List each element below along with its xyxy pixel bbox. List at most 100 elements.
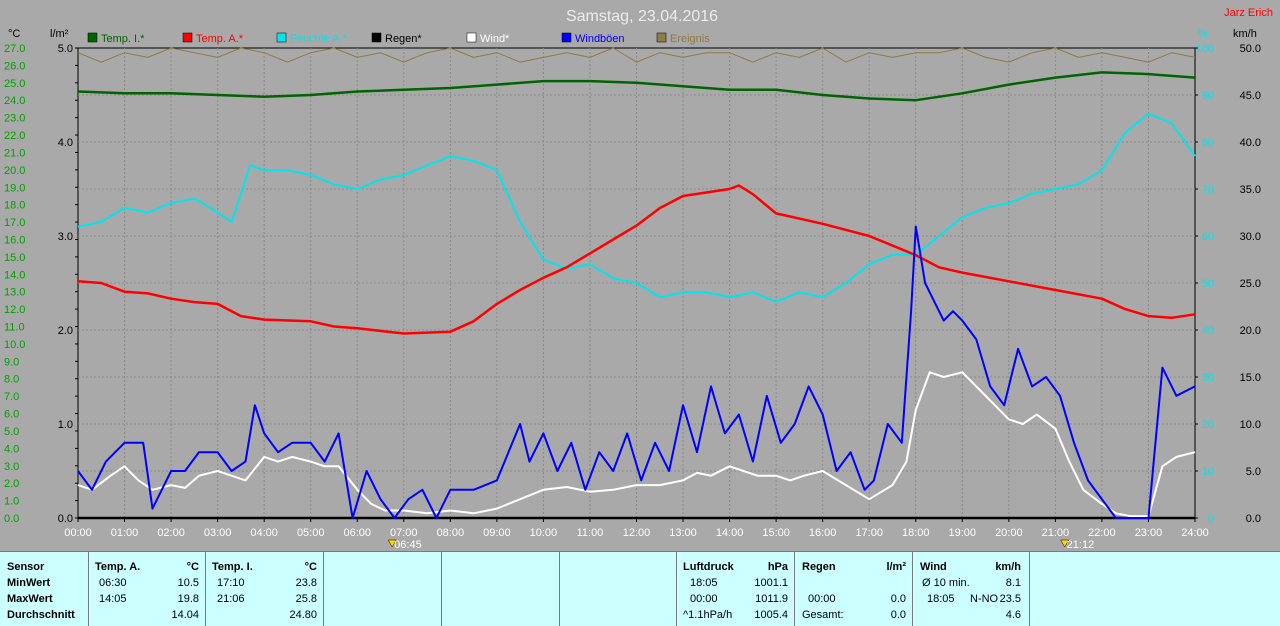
series-line	[77, 225, 1196, 519]
temp-tick-label: 24.0	[4, 95, 25, 107]
sun-marker-icon	[1060, 539, 1070, 548]
rain-max-time: 00:00	[808, 593, 836, 605]
humidity-tick-label: 0	[1208, 513, 1214, 525]
temp-tick-label: 2.0	[4, 478, 19, 490]
rain-unit: l/m²	[886, 561, 906, 573]
humidity-tick-label: 60	[1202, 231, 1214, 243]
stats-col-empty-1	[324, 552, 442, 626]
legend-swatch	[182, 32, 193, 43]
temp-tick-label: 11.0	[4, 322, 25, 334]
temp-tick-label: 18.0	[4, 200, 25, 212]
temp-a-min-time: 06:30	[99, 577, 127, 589]
temp-tick-label: 15.0	[4, 252, 25, 264]
x-tick-label: 01:00	[111, 527, 139, 539]
x-tick-label: 07:00	[390, 527, 418, 539]
axes: 00:00 01:00 02:00 03:00 04:00 05:00 06:00 07:00…	[4, 43, 1261, 539]
left-axis-unit: °C	[8, 28, 20, 40]
wind-avg10-val: 8.1	[1005, 577, 1021, 589]
temp-tick-label: 12.0	[4, 304, 25, 316]
wind-avg10-label: Ø 10 min.	[922, 577, 970, 589]
temp-tick-label: 5.0	[4, 426, 19, 438]
legend-swatch	[656, 32, 667, 43]
stats-col-sensor: Sensor MinWert MaxWert Durchschnitt	[0, 552, 89, 626]
legend-swatch	[561, 32, 572, 43]
stats-col-temp-i: Temp. I. °C 17:10 23.8 21:06 25.8 24.80	[206, 552, 324, 626]
temp-tick-label: 27.0	[4, 43, 25, 55]
temp-a-unit: °C	[186, 561, 199, 573]
pressure-min-time: 18:05	[690, 577, 718, 589]
series-line	[77, 47, 1196, 63]
stats-col-wind: Wind km/h Ø 10 min. 8.1 18:05 N-NO 23.5 …	[913, 552, 1030, 626]
temp-tick-label: 25.0	[4, 78, 25, 90]
temp-i-avg: 24.80	[289, 609, 317, 621]
legend-label: Feuchte A.*	[290, 33, 348, 45]
stats-col-empty-2	[442, 552, 560, 626]
temp-i-max-val: 25.8	[295, 593, 317, 605]
rain-tick-label: 4.0	[58, 137, 73, 149]
pressure-avg: 1005.4	[754, 609, 788, 621]
temp-i-min-val: 23.8	[295, 577, 317, 589]
wind-tick-label: 20.0	[1240, 325, 1261, 337]
rain-max-val: 0.0	[890, 593, 906, 605]
x-tick-label: 12:00	[623, 527, 651, 539]
x-tick-label: 15:00	[762, 527, 790, 539]
pressure-header: Luftdruck	[683, 561, 734, 573]
temp-tick-label: 26.0	[4, 60, 25, 72]
wind-tick-label: 50.0	[1240, 43, 1261, 55]
stats-col-temp-a: Temp. A. °C 06:30 10.5 14:05 19.8 14.04	[89, 552, 206, 626]
rain-total: 0.0	[890, 609, 906, 621]
x-tick-label: 22:00	[1088, 527, 1116, 539]
humidity-tick-label: 20	[1202, 419, 1214, 431]
wind-tick-label: 25.0	[1240, 278, 1261, 290]
right-axis-unit: km/h	[1233, 28, 1257, 40]
x-tick-label: 04:00	[250, 527, 278, 539]
row-label-min: MinWert	[7, 577, 51, 589]
temp-a-header: Temp. A.	[95, 561, 141, 573]
temp-a-avg: 14.04	[171, 609, 199, 621]
legend-swatch	[276, 32, 287, 43]
temp-i-max-time: 21:06	[217, 593, 245, 605]
temp-tick-label: 6.0	[4, 409, 19, 421]
x-tick-label: 09:00	[483, 527, 511, 539]
legend-label: Ereignis	[670, 33, 710, 45]
wind-avg: 4.6	[1005, 609, 1021, 621]
stats-panel: Sensor MinWert MaxWert Durchschnitt Temp…	[0, 551, 1280, 626]
legend-swatch	[466, 32, 477, 43]
stats-col-empty-3	[560, 552, 677, 626]
temp-tick-label: 3.0	[4, 461, 19, 473]
pressure-min-val: 1001.1	[754, 577, 788, 589]
rain-axis-unit: l/m²	[50, 28, 69, 40]
x-tick-label: 23:00	[1135, 527, 1163, 539]
temp-tick-label: 7.0	[4, 391, 19, 403]
temp-tick-label: 0.0	[4, 513, 19, 525]
legend-label: Regen*	[385, 33, 422, 45]
rain-tick-label: 1.0	[58, 419, 73, 431]
legend-swatch	[87, 32, 98, 43]
temp-tick-label: 8.0	[4, 374, 19, 386]
temp-tick-label: 21.0	[4, 147, 25, 159]
rain-tick-label: 5.0	[58, 43, 73, 55]
x-tick-label: 06:00	[343, 527, 371, 539]
rain-tick-label: 2.0	[58, 325, 73, 337]
pressure-trend: ^1.1hPa/h	[683, 609, 733, 621]
x-tick-label: 18:00	[902, 527, 930, 539]
wind-tick-label: 5.0	[1246, 466, 1261, 478]
temp-a-max-time: 14:05	[99, 593, 127, 605]
chart-author: Jarz Erich	[1224, 7, 1273, 19]
series-line	[77, 184, 1196, 335]
humidity-tick-label: 30	[1202, 372, 1214, 384]
x-tick-label: 13:00	[669, 527, 697, 539]
humidity-tick-label: 80	[1202, 137, 1214, 149]
pressure-max-time: 00:00	[690, 593, 718, 605]
temp-i-unit: °C	[304, 561, 317, 573]
wind-unit: km/h	[995, 561, 1021, 573]
humidity-tick-label: 70	[1202, 184, 1214, 196]
weather-chart: Samstag, 23.04.2016 Jarz Erich °C l/m² %…	[4, 7, 1273, 551]
legend-label: Wind*	[480, 33, 510, 45]
legend-swatch	[371, 32, 382, 43]
wind-max-time: 18:05	[927, 593, 955, 605]
temp-i-header: Temp. I.	[212, 561, 253, 573]
x-tick-label: 05:00	[297, 527, 325, 539]
series-line	[77, 71, 1196, 102]
humidity-tick-label: 90	[1202, 90, 1214, 102]
